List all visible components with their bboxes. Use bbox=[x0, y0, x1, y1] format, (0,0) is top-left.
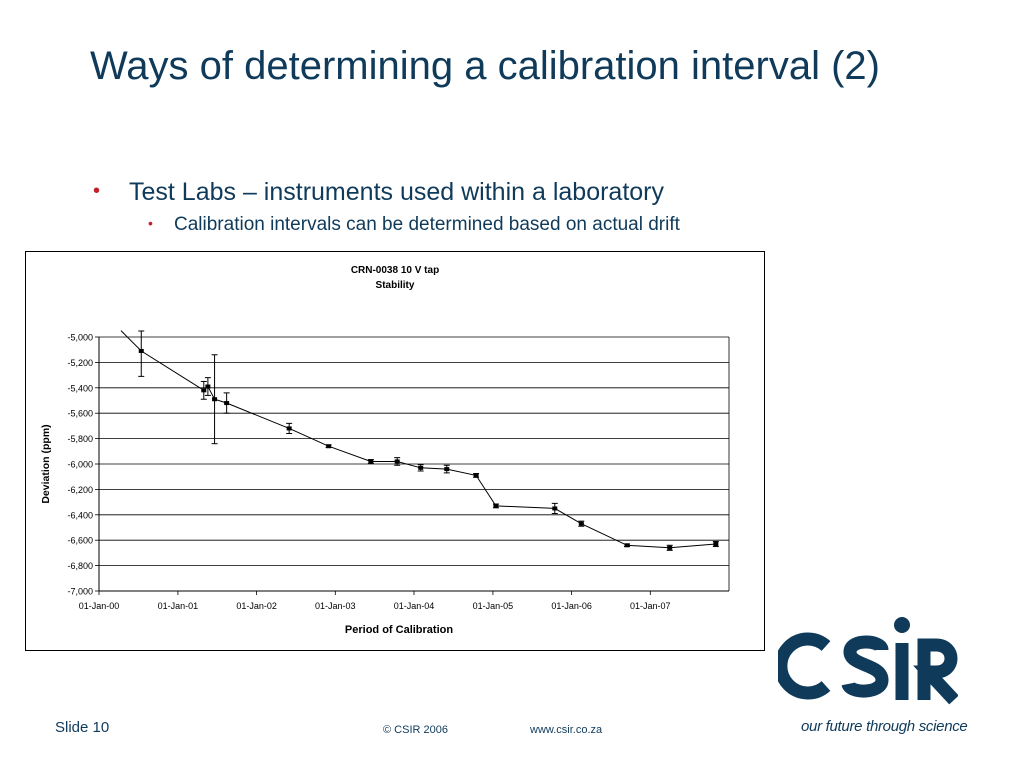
y-tick-label: -5,000 bbox=[67, 333, 93, 343]
y-tick-label: -5,600 bbox=[67, 409, 93, 419]
data-point bbox=[394, 459, 400, 464]
y-tick-label: -5,800 bbox=[67, 434, 93, 444]
y-tick-label: -7,000 bbox=[67, 587, 93, 597]
x-tick-label: 01-Jan-02 bbox=[236, 601, 277, 611]
x-tick-label: 01-Jan-06 bbox=[551, 601, 592, 611]
stability-chart: CRN-0038 10 V tap Stability Deviation (p… bbox=[40, 265, 730, 636]
bullet-2-text: Calibration intervals can be determined … bbox=[174, 214, 680, 235]
website-url: www.csir.co.za bbox=[530, 724, 603, 736]
y-tick-label: -5,200 bbox=[67, 358, 93, 368]
data-point bbox=[578, 521, 584, 526]
data-point bbox=[552, 506, 558, 511]
bullet-level-2: • Calibration intervals can be determined… bbox=[148, 214, 680, 236]
slide-number: Slide 10 bbox=[55, 719, 110, 736]
data-point bbox=[624, 543, 630, 548]
data-point bbox=[473, 473, 479, 478]
data-point bbox=[212, 397, 218, 402]
series-line bbox=[120, 330, 716, 549]
x-tick-label: 01-Jan-03 bbox=[315, 601, 356, 611]
y-tick-label: -6,000 bbox=[67, 460, 93, 470]
data-point bbox=[286, 426, 292, 431]
y-tick-label: -6,200 bbox=[67, 485, 93, 495]
data-point bbox=[713, 542, 719, 547]
data-point bbox=[201, 388, 207, 393]
bullet-level-1: • Test Labs – instruments used within a l… bbox=[93, 178, 664, 207]
y-tick-label: -6,600 bbox=[67, 536, 93, 546]
chart-subtitle: Stability bbox=[376, 280, 415, 291]
chart-title: CRN-0038 10 V tap bbox=[351, 265, 439, 276]
data-point bbox=[205, 384, 211, 389]
csir-logo bbox=[774, 610, 959, 715]
x-tick-label: 01-Jan-04 bbox=[394, 601, 435, 611]
data-point bbox=[368, 459, 374, 464]
y-tick-label: -6,400 bbox=[67, 510, 93, 520]
x-tick-label: 01-Jan-05 bbox=[473, 601, 514, 611]
slide-title: Ways of determining a calibration interv… bbox=[90, 44, 880, 88]
data-point bbox=[224, 401, 230, 406]
x-tick-label: 01-Jan-07 bbox=[630, 601, 671, 611]
copyright-text: © CSIR 2006 bbox=[383, 724, 448, 736]
chart-container: CRN-0038 10 V tap Stability Deviation (p… bbox=[25, 251, 765, 651]
bullet-marker: • bbox=[93, 180, 101, 202]
y-tick-label: -5,400 bbox=[67, 383, 93, 393]
y-axis-label: Deviation (ppm) bbox=[40, 424, 52, 503]
x-tick-label: 01-Jan-00 bbox=[79, 601, 120, 611]
bullet-1-text: Test Labs – instruments used within a la… bbox=[129, 178, 664, 206]
brand-tagline: our future through science bbox=[801, 718, 968, 735]
data-point bbox=[418, 465, 424, 470]
sub-bullet-marker: • bbox=[148, 215, 153, 231]
x-axis-label: Period of Calibration bbox=[345, 624, 453, 636]
data-point bbox=[493, 503, 499, 508]
x-tick-label: 01-Jan-01 bbox=[158, 601, 199, 611]
data-point bbox=[444, 467, 450, 472]
data-point bbox=[138, 348, 144, 353]
data-point bbox=[326, 444, 332, 449]
data-point bbox=[667, 545, 673, 550]
y-tick-label: -6,800 bbox=[67, 561, 93, 571]
